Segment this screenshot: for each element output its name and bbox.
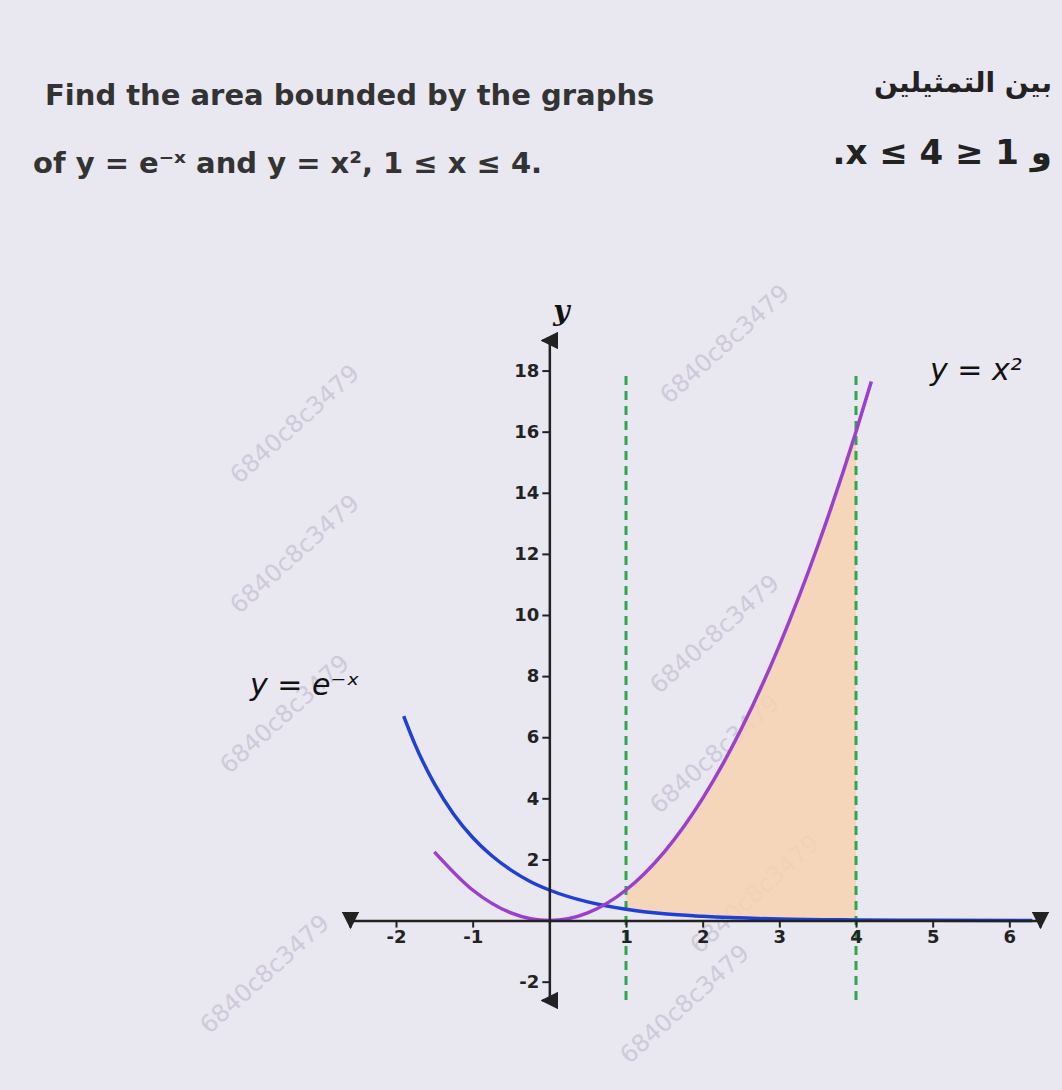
curve (434, 382, 871, 921)
tick: 12 (514, 543, 549, 564)
curve (404, 716, 1033, 920)
tick: 2 (527, 849, 550, 870)
tick-mark (542, 492, 549, 494)
tick-label: 4 (527, 788, 540, 809)
tick: 4 (850, 921, 863, 948)
tick-mark (542, 553, 549, 555)
tick: -1 (463, 921, 483, 948)
watermark: 6840c8c3479 (224, 359, 364, 489)
curve-label: y = x² (929, 352, 1022, 387)
subtitle: و 1 ≤ x ≤ 4. (833, 132, 1053, 173)
tick-label: 2 (527, 849, 540, 870)
tick: 6 (527, 726, 550, 747)
tick: 10 (514, 604, 549, 625)
tick: 6 (1004, 921, 1017, 948)
tick: 4 (527, 788, 550, 809)
tick-label: 3 (774, 926, 787, 947)
watermark: 6840c8c3479 (654, 279, 794, 409)
tick-label: 10 (514, 604, 539, 625)
chart: 6840c8c34796840c8c34796840c8c34796840c8c… (0, 0, 1062, 1090)
tick-mark (542, 370, 549, 372)
watermark: 6840c8c3479 (614, 939, 754, 1069)
title: of y = e⁻ˣ and y = x², 1 ≤ x ≤ 4. (33, 146, 542, 180)
tick-label: 16 (514, 421, 539, 442)
watermark: 6840c8c3479 (224, 489, 364, 619)
watermark: 6840c8c3479 (194, 909, 334, 1039)
plot-area (404, 371, 1033, 1000)
tick-mark (542, 676, 549, 678)
tick-mark (542, 859, 549, 861)
tick-label: 8 (527, 665, 540, 686)
axis-line (542, 341, 550, 1001)
tick-label: -2 (387, 926, 407, 947)
tick-label: 4 (850, 926, 863, 947)
tick: 5 (927, 921, 940, 948)
tick: 3 (774, 921, 787, 948)
tick-mark (542, 431, 549, 433)
tick: 8 (527, 665, 550, 686)
tick-label: -2 (519, 971, 539, 992)
tick-label: -1 (463, 926, 483, 947)
tick-label: 6 (527, 726, 540, 747)
tick: 1 (620, 921, 633, 948)
shaded-area (626, 432, 856, 920)
tick: 16 (514, 421, 549, 442)
axis-title: y (552, 294, 571, 327)
tick-mark (542, 737, 549, 739)
tick-mark (542, 615, 549, 617)
subtitle: بين التمثيلين (874, 66, 1052, 99)
tick-mark (542, 981, 549, 983)
curve-label: y = e⁻ˣ (249, 667, 360, 702)
tick-label: 6 (1004, 926, 1017, 947)
tick: -2 (387, 921, 407, 948)
tick-label: 2 (697, 926, 710, 947)
x-axis: -2 -1 1 2 3 4 5 6 (351, 921, 1041, 948)
tick-label: 14 (514, 482, 539, 503)
tick: 2 (697, 921, 710, 948)
bound-line (855, 371, 858, 1000)
tick-mark (542, 798, 549, 800)
title: Find the area bounded by the graphs (45, 78, 654, 112)
tick-label: 5 (927, 926, 940, 947)
tick-label: 12 (514, 543, 539, 564)
bound-line (625, 371, 628, 1000)
tick-label: 1 (620, 926, 633, 947)
y-axis: -2 2 4 6 8 10 12 14 16 18 (514, 341, 550, 1001)
tick: 14 (514, 482, 549, 503)
tick: 18 (514, 360, 549, 381)
tick-label: 18 (514, 360, 539, 381)
tick: -2 (519, 971, 549, 992)
